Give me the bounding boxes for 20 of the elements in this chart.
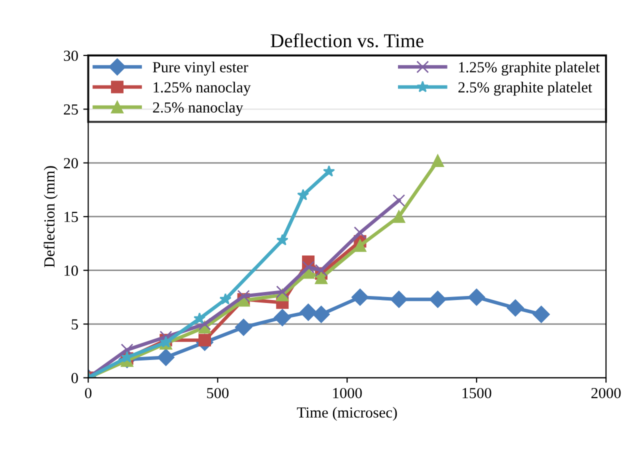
y-axis-title: Deflection (mm)	[44, 166, 58, 268]
x-tick-label: 0	[84, 388, 92, 398]
y-tick-label: 30	[64, 50, 78, 61]
x-tick-label: 1500	[462, 388, 492, 398]
chart-title: Deflection vs. Time	[270, 33, 424, 48]
legend-label: 1.25% nanoclay	[154, 82, 251, 96]
x-tick-label: 2000	[591, 388, 621, 398]
y-tick-label: 25	[64, 104, 78, 115]
x-axis-title: Time (microsec)	[296, 406, 397, 421]
legend-label: 1.25% graphite platelet	[459, 62, 600, 76]
y-tick-label: 10	[64, 265, 78, 276]
legend-label: 2.5% nanoclay	[153, 102, 244, 116]
y-tick-label: 15	[64, 212, 78, 222]
legend-label: Pure vinyl ester	[152, 62, 248, 76]
x-tick-label: 1000	[333, 388, 362, 398]
y-tick-label: 5	[72, 319, 78, 330]
y-tick-label: 0	[71, 372, 78, 384]
x-tick-label: 500	[207, 388, 229, 398]
legend-label: 2.5% graphite platelet	[458, 82, 592, 96]
y-tick-label: 20	[64, 158, 78, 168]
